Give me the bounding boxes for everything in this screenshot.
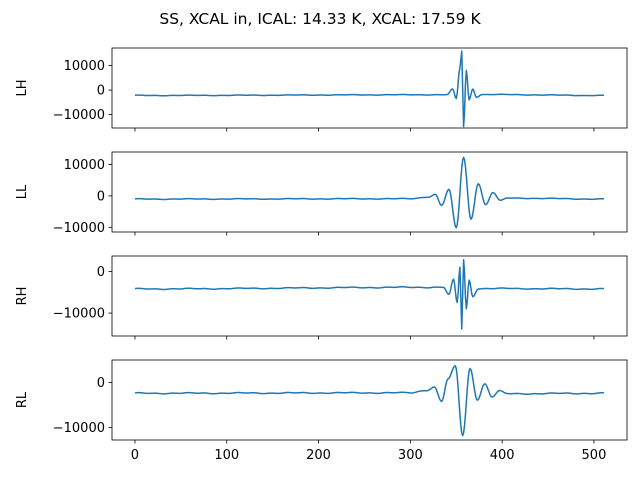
panels-group: −10000010000LH−10000010000LL−100000RH−10… (15, 47, 628, 463)
axes-frame (111, 47, 628, 129)
y-tick-label: 10000 (64, 59, 105, 74)
series-line-rl (134, 365, 605, 437)
axes-frame (111, 359, 628, 441)
x-tick-label: 0 (131, 448, 139, 463)
y-axis-label: LL (15, 184, 30, 199)
x-tick-label: 300 (398, 448, 423, 463)
axes-frame (111, 255, 628, 337)
y-tick-label: −10000 (53, 307, 105, 322)
y-tick-label: 10000 (64, 158, 105, 173)
y-tick-label: 0 (97, 265, 105, 280)
x-tick-label: 500 (582, 448, 607, 463)
panel-rl: −10000 0 0 100 200 300 400 500 RL (15, 359, 628, 463)
x-tick-label: 200 (306, 448, 331, 463)
y-tick-label: −10000 (53, 108, 105, 123)
y-tick-label: 0 (97, 189, 105, 204)
panel-rh: −10000 0 RH (15, 255, 628, 340)
y-tick-label: −10000 (53, 221, 105, 236)
y-axis-label: RL (15, 391, 30, 408)
x-tick-label: 400 (490, 448, 515, 463)
series-line-rh (134, 259, 605, 330)
axes-frame (111, 151, 628, 233)
y-tick-label: 0 (97, 84, 105, 99)
y-axis-label: LH (15, 79, 30, 96)
chart-title: SS, XCAL in, ICAL: 14.33 K, XCAL: 17.59 … (159, 10, 481, 28)
y-tick-label: −10000 (53, 421, 105, 436)
panel-lh: −10000 0 10000 LH (15, 47, 628, 132)
x-tick-label: 100 (214, 448, 239, 463)
y-axis-label: RH (15, 287, 30, 306)
panel-ll: −10000 0 10000 LL (15, 151, 628, 236)
series-line-ll (134, 156, 605, 229)
y-tick-label: 0 (97, 376, 105, 391)
series-line-lh (134, 50, 605, 128)
